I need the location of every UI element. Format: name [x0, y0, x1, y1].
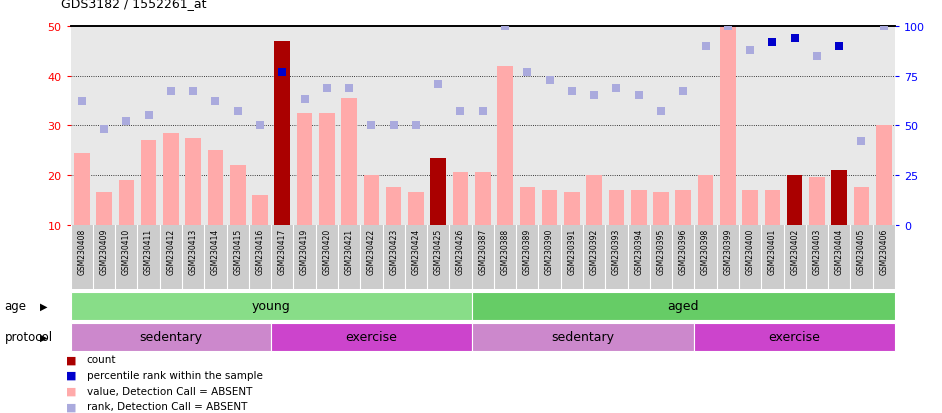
- Text: count: count: [87, 354, 116, 364]
- Bar: [809, 178, 825, 225]
- Bar: [675, 190, 691, 225]
- Text: young: young: [252, 299, 290, 313]
- Bar: [853, 188, 869, 225]
- Text: sedentary: sedentary: [139, 330, 203, 344]
- Bar: [140, 141, 156, 225]
- Bar: [765, 190, 780, 225]
- Bar: [832, 171, 847, 225]
- Text: ▶: ▶: [40, 332, 47, 342]
- Bar: [609, 190, 625, 225]
- Text: ▶: ▶: [40, 301, 47, 311]
- Bar: [341, 99, 357, 225]
- Bar: [74, 153, 89, 225]
- Bar: [163, 133, 179, 225]
- Bar: [631, 190, 646, 225]
- Bar: [186, 138, 201, 225]
- Bar: [586, 176, 602, 225]
- Bar: [497, 66, 512, 225]
- Bar: [408, 193, 424, 225]
- Bar: [430, 158, 446, 225]
- Bar: [252, 195, 268, 225]
- Bar: [653, 193, 669, 225]
- Bar: [364, 176, 380, 225]
- Bar: [520, 188, 535, 225]
- Bar: [319, 114, 334, 225]
- Text: ■: ■: [66, 386, 76, 396]
- Text: exercise: exercise: [346, 330, 398, 344]
- Text: aged: aged: [668, 299, 699, 313]
- Text: GDS3182 / 1552261_at: GDS3182 / 1552261_at: [61, 0, 206, 10]
- Text: value, Detection Call = ABSENT: value, Detection Call = ABSENT: [87, 386, 252, 396]
- Bar: [119, 180, 134, 225]
- Bar: [698, 176, 713, 225]
- Text: rank, Detection Call = ABSENT: rank, Detection Call = ABSENT: [87, 401, 247, 411]
- Bar: [386, 188, 401, 225]
- Bar: [297, 114, 313, 225]
- Text: protocol: protocol: [5, 330, 53, 344]
- Bar: [207, 151, 223, 225]
- Bar: [230, 166, 246, 225]
- Text: ■: ■: [66, 354, 76, 364]
- Bar: [475, 173, 491, 225]
- Text: ■: ■: [66, 401, 76, 411]
- Bar: [720, 2, 736, 225]
- Text: exercise: exercise: [769, 330, 820, 344]
- Text: ■: ■: [66, 370, 76, 380]
- Bar: [453, 173, 468, 225]
- Bar: [742, 190, 758, 225]
- Bar: [274, 42, 290, 225]
- Bar: [564, 193, 579, 225]
- Bar: [96, 193, 112, 225]
- Bar: [542, 190, 558, 225]
- Text: percentile rank within the sample: percentile rank within the sample: [87, 370, 263, 380]
- Bar: [876, 126, 891, 225]
- Bar: [787, 176, 803, 225]
- Text: sedentary: sedentary: [551, 330, 614, 344]
- Text: age: age: [5, 299, 26, 313]
